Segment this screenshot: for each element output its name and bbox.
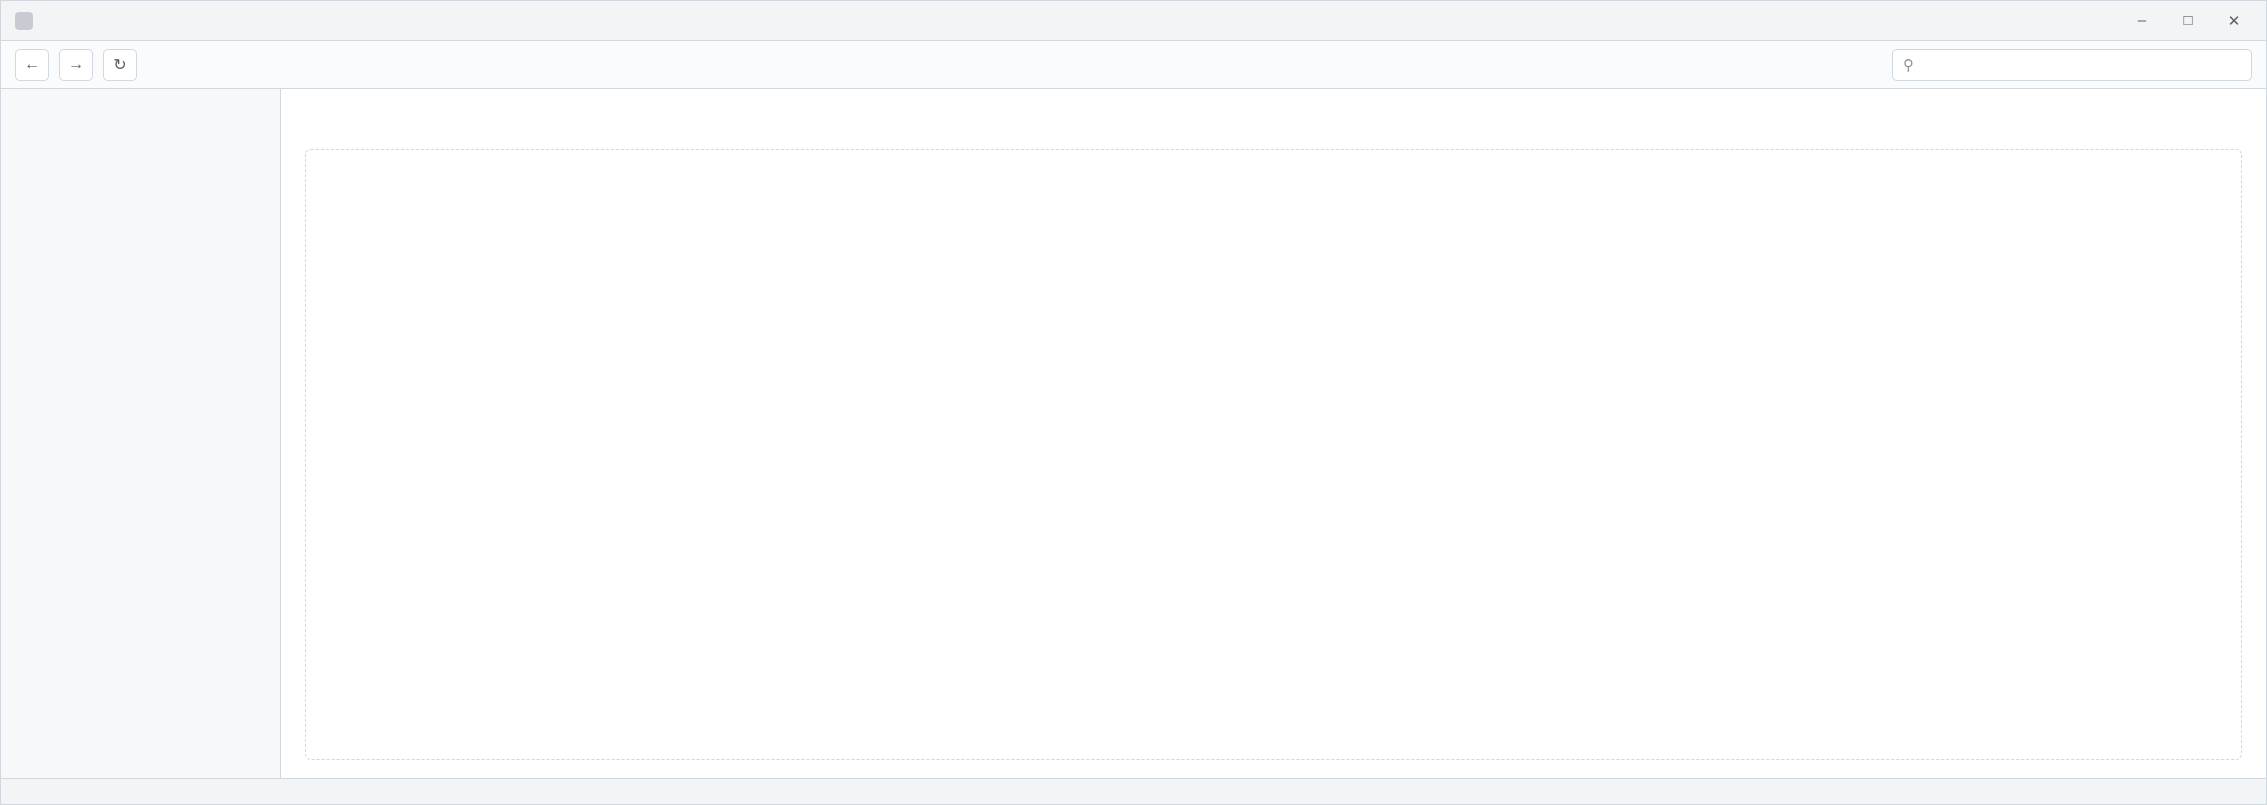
forward-arrow-icon[interactable]: → (59, 48, 93, 81)
search-input[interactable] (1922, 56, 2241, 73)
main-panel (281, 89, 2266, 778)
page-title (305, 107, 2242, 135)
search-icon: ⚲ (1903, 56, 1914, 74)
content-area (1, 89, 2266, 778)
close-icon[interactable]: ✕ (2227, 12, 2241, 30)
minimize-icon[interactable]: – (2137, 12, 2147, 29)
app-icon (15, 11, 33, 30)
status-bar (1, 778, 2266, 804)
toolbar: ← → ↻ ⚲ (1, 41, 2266, 89)
content-list (305, 149, 2242, 760)
search-box: ⚲ (1892, 48, 2252, 81)
title-bar: – □ ✕ (1, 1, 2266, 41)
refresh-icon[interactable]: ↻ (103, 48, 137, 81)
sidebar (1, 89, 281, 778)
maximize-icon[interactable]: □ (2183, 12, 2193, 29)
back-arrow-icon[interactable]: ← (15, 48, 49, 81)
